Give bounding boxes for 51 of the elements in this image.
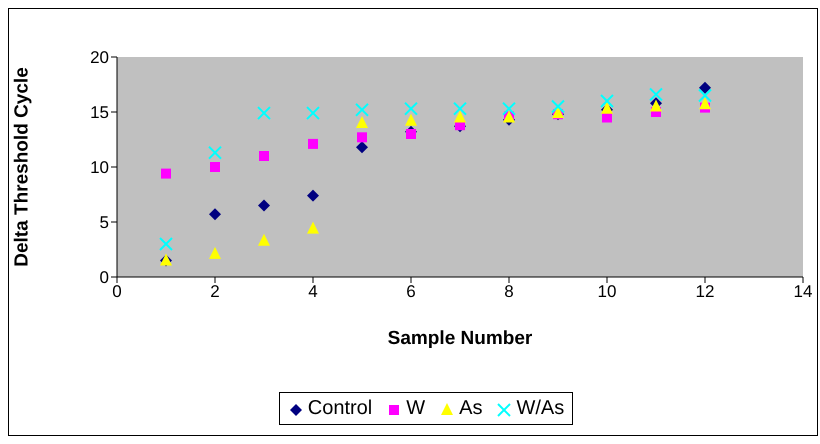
- point: [308, 138, 318, 149]
- point: [405, 114, 417, 126]
- point: [208, 146, 222, 160]
- point: [258, 200, 270, 212]
- point: [551, 100, 565, 114]
- point: [307, 222, 319, 234]
- point: [699, 82, 711, 94]
- legend-label: Control: [308, 397, 372, 420]
- point: [356, 141, 368, 154]
- point: [650, 100, 662, 112]
- x-tick-label: 2: [210, 282, 220, 302]
- point: [453, 102, 467, 116]
- y-tick-label: 0: [100, 268, 109, 288]
- point: [209, 246, 221, 259]
- y-tick-label: 15: [90, 103, 109, 122]
- point: [306, 106, 320, 120]
- point: [307, 190, 319, 202]
- point: [355, 102, 369, 117]
- point: [210, 162, 220, 172]
- point: [259, 151, 269, 161]
- x-tick-label: 14: [794, 282, 812, 302]
- point: [600, 94, 614, 108]
- x-tick-label: 4: [308, 282, 318, 302]
- point: [602, 112, 612, 122]
- x-tick-label: 6: [406, 282, 416, 302]
- y-axis-title: Delta Threshold Cycle: [12, 67, 33, 267]
- point: [209, 208, 221, 220]
- legend-label: W: [406, 397, 426, 420]
- x-tick-label: 8: [504, 282, 514, 302]
- point: [502, 102, 516, 116]
- point: [404, 102, 418, 116]
- legend-label: W/As: [516, 397, 564, 420]
- point: [454, 110, 466, 122]
- x-tick-label: 0: [112, 282, 122, 302]
- point: [161, 168, 171, 179]
- point: [356, 116, 368, 128]
- y-tick-label: 10: [90, 158, 109, 178]
- point: [257, 106, 271, 120]
- legend-label: As: [459, 397, 482, 420]
- x-tick-label: 12: [696, 282, 714, 302]
- point: [649, 87, 663, 102]
- point: [258, 234, 270, 246]
- point: [406, 129, 416, 139]
- point: [699, 97, 711, 110]
- y-tick-label: 20: [90, 48, 109, 68]
- point: [698, 88, 712, 102]
- point: [159, 237, 173, 251]
- y-tick-label: 5: [100, 213, 109, 232]
- point: [357, 132, 367, 142]
- x-axis-title: Sample Number: [388, 328, 533, 349]
- x-tick-label: 10: [598, 282, 616, 302]
